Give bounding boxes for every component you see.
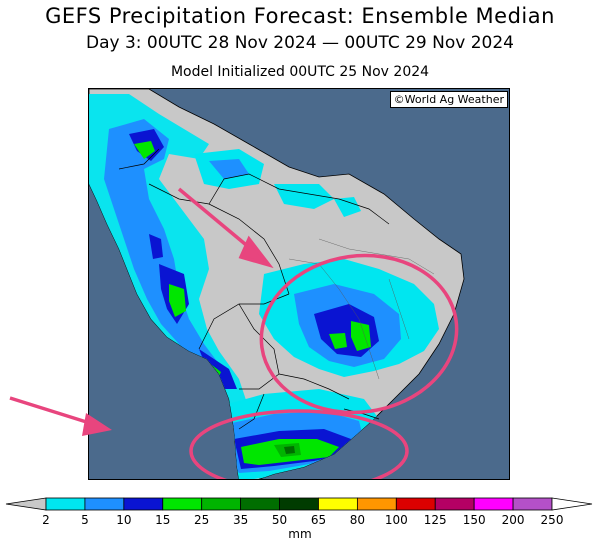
- valid-period: Day 3: 00UTC 28 Nov 2024 — 00UTC 29 Nov …: [86, 33, 514, 53]
- arrow-south-overlay: [9, 396, 112, 436]
- colorbar-swatch: [240, 497, 280, 511]
- colorbar-tick-label: 80: [349, 513, 366, 527]
- colorbar-tick-label: 65: [310, 513, 327, 527]
- colorbar: [5, 497, 593, 511]
- model-initialized: Model Initialized 00UTC 25 Nov 2024: [170, 64, 430, 80]
- colorbar-tick-label: 35: [232, 513, 249, 527]
- arrow-south: [9, 396, 97, 427]
- colorbar-under-triangle: [5, 497, 47, 511]
- credit-label: ©World Ag Weather: [389, 91, 508, 108]
- colorbar-tick-label: 2: [42, 513, 50, 527]
- colorbar-swatch: [123, 497, 164, 511]
- colorbar-tick-label: 25: [194, 513, 210, 527]
- colorbar-tick-label: 100: [384, 513, 408, 527]
- colorbar-swatch: [473, 497, 514, 511]
- map-canvas: ©World Ag Weather: [89, 89, 509, 479]
- colorbar-tick-label: 200: [501, 513, 525, 527]
- chart-title: GEFS Precipitation Forecast: Ensemble Me…: [45, 4, 555, 28]
- colorbar-tick-label: 15: [155, 513, 171, 527]
- colorbar-swatch: [201, 497, 242, 511]
- arrow-north-head: [238, 235, 274, 269]
- colorbar-swatch: [279, 497, 319, 511]
- country-borders: [118, 148, 390, 430]
- arrow-north: [177, 187, 259, 256]
- colorbar-swatch: [45, 497, 86, 511]
- colorbar-units: mm: [288, 527, 312, 541]
- precipitation-map: ©World Ag Weather: [88, 88, 510, 480]
- colorbar-swatch: [162, 497, 203, 511]
- colorbar-tick-label: 125: [423, 513, 447, 527]
- annotation-overlay: [177, 187, 459, 479]
- colorbar-tick-label: 250: [540, 513, 564, 527]
- colorbar-swatch: [395, 497, 436, 511]
- colorbar-swatch: [84, 497, 125, 511]
- colorbar-tick-label: 150: [462, 513, 486, 527]
- colorbar-tick-label: 10: [116, 513, 132, 527]
- colorbar-tick-label: 5: [81, 513, 89, 527]
- colorbar-swatch: [318, 497, 358, 511]
- highlight-southern: [189, 409, 409, 479]
- state-borders: [288, 238, 435, 380]
- colorbar-swatch: [512, 497, 553, 511]
- colorbar-swatch: [434, 497, 475, 511]
- arrow-south-head: [82, 413, 112, 436]
- colorbar-over-triangle: [551, 497, 593, 511]
- colorbar-swatch: [356, 497, 397, 511]
- colorbar-tick-label: 50: [271, 513, 288, 527]
- highlight-central-brazil: [259, 253, 459, 415]
